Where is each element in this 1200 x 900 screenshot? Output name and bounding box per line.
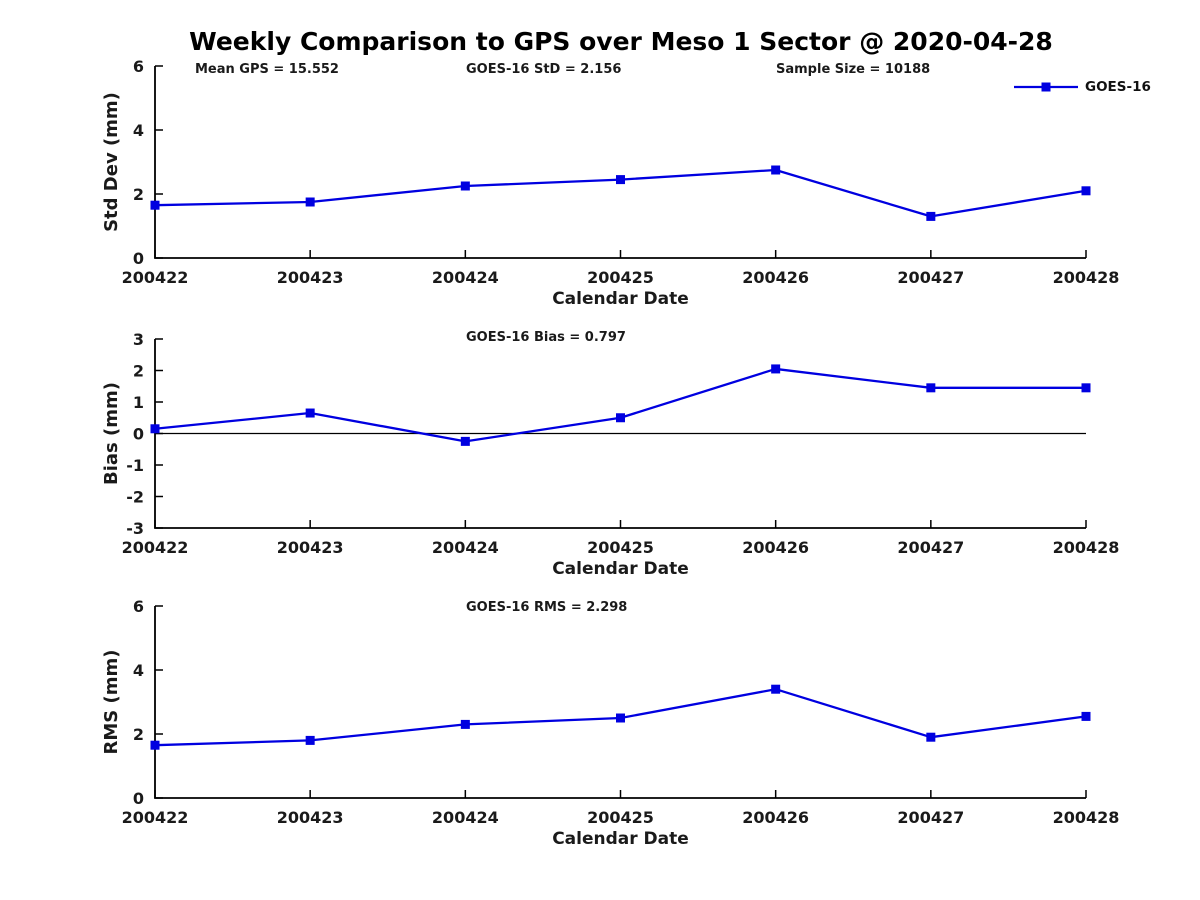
legend-line-sample [1014,82,1078,92]
annotation: GOES-16 StD = 2.156 [466,62,621,77]
x-tick-label: 200424 [432,808,499,827]
data-point-marker [926,732,936,742]
x-tick-label: 200427 [897,268,964,287]
x-tick-label: 200427 [897,808,964,827]
axis-lines [154,66,1086,259]
x-axis-label: Calendar Date [552,289,689,309]
x-tick-label: 200425 [587,538,654,557]
x-tick-label: 200428 [1053,808,1120,827]
data-point-marker [460,436,470,446]
data-point-marker [616,413,625,423]
x-tick-label: 200424 [432,268,499,287]
x-tick-label: 200425 [587,268,654,287]
annotation: Mean GPS = 15.552 [195,62,339,77]
y-tick-label: 2 [133,362,144,381]
annotation: Sample Size = 10188 [776,62,930,77]
y-axis-label: RMS (mm) [101,650,122,755]
y-tick-label: -2 [126,488,144,507]
x-tick-label: 200422 [122,808,189,827]
data-point-marker [1081,711,1091,721]
x-tick-label: 200426 [742,808,809,827]
x-tick-label: 200423 [277,538,344,557]
y-tick-label: 0 [133,789,144,808]
y-tick-label: 2 [133,725,144,744]
y-tick-label: 0 [133,425,144,444]
data-line-goes-16 [154,367,1086,443]
data-point-marker [460,719,470,729]
y-tick-label: 2 [133,185,144,204]
data-point-marker [305,408,315,418]
data-point-marker [771,364,781,374]
x-tick-label: 200427 [897,538,964,557]
x-tick-label: 200422 [122,538,189,557]
data-point-marker [150,200,160,210]
annotation: GOES-16 Bias = 0.797 [466,330,626,345]
x-tick-label: 200423 [277,808,344,827]
y-tick-label: -3 [126,519,144,538]
data-point-marker [926,211,936,221]
legend: GOES-16 [1014,79,1151,95]
data-point-marker [616,713,625,723]
y-tick-label: 3 [133,330,144,349]
chart-title: Weekly Comparison to GPS over Meso 1 Sec… [189,27,1053,56]
data-point-marker [305,735,315,745]
y-tick-label: 6 [133,597,144,616]
x-tick-label: 200422 [122,268,189,287]
y-axis-label: Bias (mm) [101,382,122,485]
legend-square-marker-icon [1041,82,1051,92]
data-point-marker [460,181,470,191]
axis-lines [154,606,1086,799]
x-tick-label: 200426 [742,268,809,287]
data-point-marker [305,197,315,207]
y-tick-label: 6 [133,57,144,76]
x-tick-label: 200423 [277,268,344,287]
y-tick-label: 4 [133,121,144,140]
data-point-marker [1081,383,1091,393]
data-point-marker [150,740,160,750]
x-tick-label: 200428 [1053,268,1120,287]
x-tick-label: 200426 [742,538,809,557]
data-point-marker [771,684,781,694]
x-axis-label: Calendar Date [552,829,689,849]
x-tick-label: 200425 [587,808,654,827]
annotation: GOES-16 RMS = 2.298 [466,600,627,615]
y-tick-label: 4 [133,661,144,680]
y-axis-label: Std Dev (mm) [101,92,122,232]
data-point-marker [616,175,625,185]
data-point-marker [150,424,160,434]
legend-label: GOES-16 [1085,79,1151,95]
y-tick-label: 0 [133,249,144,268]
data-point-marker [771,165,781,175]
data-point-marker [1081,186,1091,196]
y-tick-label: 1 [133,393,144,412]
y-tick-label: -1 [126,456,144,475]
x-tick-label: 200424 [432,538,499,557]
x-axis-label: Calendar Date [552,559,689,579]
x-tick-label: 200428 [1053,538,1120,557]
data-point-marker [926,383,936,393]
